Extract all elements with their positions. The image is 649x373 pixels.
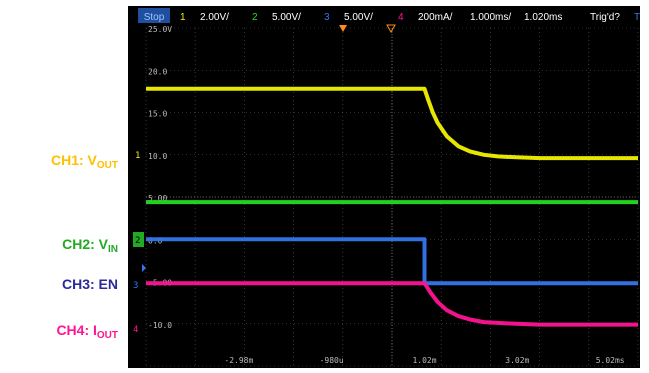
x-tick-label: 1.02m [412,356,436,365]
ch3-trace [146,237,638,286]
oscilloscope-screen: Stop 1 2.00V/ 2 5.00V/ 3 5.00V/ 4 200mA/… [128,6,640,368]
ch4-ground-marker[interactable]: 4 [133,325,138,335]
time-reference-marker[interactable] [386,24,396,34]
ch2-label-name: CH2: V [62,236,108,252]
y-tick-label: -10.0 [148,321,172,330]
run-state-text: Stop [144,12,165,23]
ch2-label-sub: IN [108,244,118,255]
status-bar: Stop 1 2.00V/ 2 5.00V/ 3 5.00V/ 4 200mA/… [138,8,640,23]
ch1-scale: 2.00V/ [200,12,229,23]
trigger-state: Trig'd? [590,12,620,23]
x-tick-label: -2.98m [224,356,253,365]
trigger-position-marker[interactable] [339,25,347,32]
y-tick-label: 15.0 [148,110,167,119]
ch4-scale: 200mA/ [418,12,453,23]
ch3-ground-marker-label: 3 [133,281,138,291]
plot-area: 25.0V20.015.010.05.000.0-5.00-10.0-2.98m… [145,25,639,367]
ch2-label: CH2: VIN [0,236,118,255]
ch2-scale: 5.00V/ [272,12,301,23]
ch3-label: CH3: EN [0,276,118,292]
ch4-label-name: CH4: I [56,322,97,338]
ch1-ground-marker-label: 1 [135,151,140,161]
ch3-side-arrow [142,264,146,272]
ch4-trace [146,281,638,327]
x-tick-label: 5.02ms [596,356,625,365]
ch1-ground-marker[interactable]: 1 [135,151,140,161]
y-tick-label: 25.0V [148,25,172,34]
ch2-number: 2 [252,12,258,23]
y-tick-label: 20.0 [148,67,167,76]
ch3-number: 3 [324,12,330,23]
screen-background [128,6,640,368]
trigger-source-marker: T [634,12,640,23]
ch3-ground-marker[interactable]: 3 [133,281,138,291]
x-tick-label: -980u [320,356,344,365]
ch3-scale: 5.00V/ [344,12,373,23]
ch1-label-name: CH1: V [50,152,97,168]
ch4-label: CH4: IOUT [0,322,118,341]
run-state-box[interactable] [138,8,170,23]
ch4-number: 4 [398,12,404,23]
ch1-label-sub: OUT [96,160,118,171]
ch2-ground-marker-box [133,232,144,247]
ch1-number: 1 [180,12,186,23]
ch3-label-name: CH3: EN [61,276,118,292]
y-tick-label: 10.0 [148,152,167,161]
ch2-ground-marker-label: 2 [135,236,140,246]
ch2-ground-marker[interactable]: 2 [133,232,144,247]
time-scale: 1.000ms/ [470,12,511,23]
ch4-ground-marker-label: 4 [133,325,138,335]
y-tick-label: 5.00 [148,194,167,203]
ch1-trace [146,86,638,161]
ch4-label-sub: OUT [96,330,118,341]
trigger-time: 1.020ms [524,12,562,23]
x-tick-label: 3.02m [505,356,529,365]
ch1-label: CH1: VOUT [0,152,118,171]
